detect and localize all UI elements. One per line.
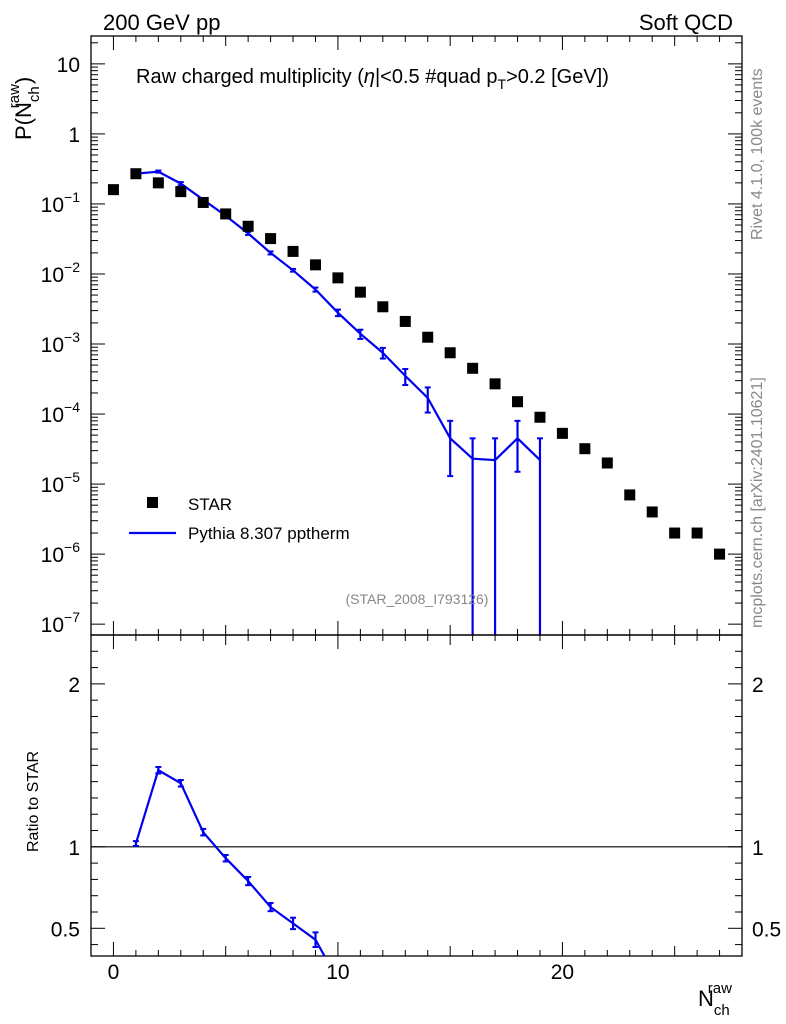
- star-data-point: [489, 378, 501, 390]
- star-data-point: [332, 272, 344, 284]
- x-tick-label: 0: [108, 961, 120, 984]
- mcplots-credit-text: mcplots.cern.ch [arXiv:2401.10621]: [749, 377, 766, 628]
- star-data-point: [624, 489, 636, 501]
- star-data-point: [669, 527, 681, 539]
- main-plot-frame: [90, 35, 743, 636]
- star-data-point: [714, 548, 726, 560]
- star-data-point: [354, 286, 366, 298]
- star-data-point: [691, 527, 703, 539]
- ratio-y-tick-label-right: 0.5: [752, 918, 781, 941]
- main-y-axis-label: P(Nchraw): [6, 77, 43, 140]
- x-axis-label: Nchraw: [698, 980, 732, 1019]
- y-tick-label: 1: [68, 124, 80, 147]
- star-data-point: [107, 184, 119, 196]
- star-data-point: [646, 506, 658, 518]
- legend-pythia-label: Pythia 8.307 pptherm: [188, 524, 350, 543]
- legend-star-marker: [147, 497, 158, 508]
- star-data-point: [399, 315, 411, 327]
- legend-star-label: STAR: [188, 495, 232, 514]
- star-data-point: [309, 259, 321, 271]
- ratio-series-line: [134, 768, 326, 957]
- main-title: Raw charged multiplicity (η|<0.5 #quad p…: [136, 66, 609, 92]
- star-data-point: [467, 362, 479, 374]
- star-data-point: [220, 208, 232, 220]
- y-tick-label: 10−2: [41, 259, 81, 287]
- ratio-axis-ticks: [90, 634, 743, 956]
- y-tick-label: 10−7: [41, 609, 81, 637]
- star-data-point: [534, 411, 546, 423]
- y-tick-label: 10: [57, 54, 80, 77]
- star-data-point: [152, 177, 164, 189]
- main-data-layer: [107, 168, 726, 635]
- star-data-point: [242, 220, 254, 232]
- ratio-y-tick-label-right: 1: [752, 837, 764, 860]
- y-tick-label: 10−4: [41, 399, 81, 427]
- star-data-point: [265, 233, 277, 245]
- star-data-point: [556, 427, 568, 439]
- ratio-y-tick-label-right: 2: [752, 674, 764, 697]
- x-tick-label: 20: [551, 961, 574, 984]
- process-label: Soft QCD: [639, 10, 733, 35]
- ratio-y-tick-label: 1: [68, 837, 80, 860]
- collision-label: 200 GeV pp: [103, 10, 220, 35]
- y-tick-label: 10−5: [41, 469, 81, 497]
- y-tick-label: 10−1: [41, 189, 81, 217]
- star-data-point: [377, 301, 389, 313]
- star-data-point: [512, 396, 524, 408]
- star-data-point: [444, 347, 456, 359]
- y-tick-label: 10−6: [41, 539, 81, 567]
- ratio-y-tick-label: 0.5: [51, 918, 80, 941]
- rivet-version-text: Rivet 4.1.0, 100k events: [749, 68, 766, 240]
- star-data-point: [422, 331, 434, 343]
- main-y-tick-labels: 10 1 10−1 10−2 10−3 10−4 10−5 10−6 10−7: [41, 54, 81, 637]
- analysis-id: (STAR_2008_I793126): [346, 591, 489, 607]
- star-data-point: [601, 457, 613, 469]
- y-tick-label: 10−3: [41, 329, 81, 357]
- ratio-y-tick-label: 2: [68, 674, 80, 697]
- ratio-plot-frame: [90, 634, 743, 957]
- star-data-point: [130, 168, 142, 180]
- star-data-point: [197, 196, 209, 208]
- star-data-point: [287, 245, 299, 257]
- main-axis-ticks: [90, 36, 743, 635]
- star-data-point: [175, 186, 187, 198]
- star-data-point: [579, 443, 591, 455]
- x-tick-label: 10: [326, 961, 349, 984]
- ratio-data-layer: [132, 765, 326, 957]
- ratio-y-axis-label: Ratio to STAR: [25, 751, 42, 852]
- ratio-tick-labels: 2 2 1 1 0.5 0.5 0 10 20: [51, 674, 781, 984]
